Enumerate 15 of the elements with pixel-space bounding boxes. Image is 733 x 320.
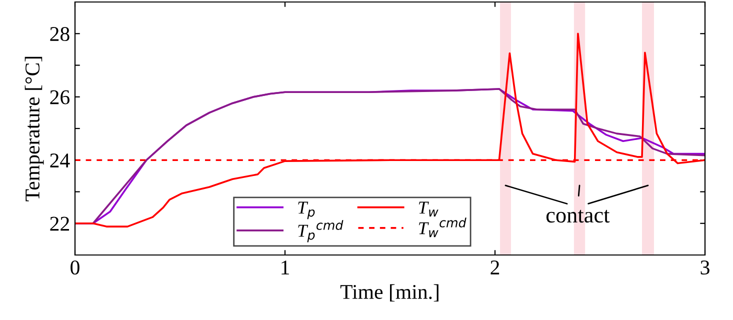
legend-label: T$_{w}$ xyxy=(419,202,438,217)
legend-label: T$_{p}$$^{cmd}$ xyxy=(298,220,344,242)
x-tick-label: 2 xyxy=(490,260,500,274)
y-tick-label: 28 xyxy=(50,27,70,42)
x-tick-label: 0 xyxy=(70,260,80,275)
legend-label: T$_{p}$ xyxy=(298,202,315,220)
x-tick-label: 3 xyxy=(700,260,710,275)
annotation: contact xyxy=(546,210,610,223)
x-axis-title: Time [min.] xyxy=(340,284,438,302)
legend-label: T$_{w}$$^{cmd}$ xyxy=(419,218,466,238)
y-axis-title: Temperature [°C] xyxy=(24,56,44,202)
y-tick-label: 22 xyxy=(50,216,69,231)
x-tick-label: 1 xyxy=(282,260,289,274)
y-tick-label: 24 xyxy=(50,154,70,168)
y-tick-label: 26 xyxy=(50,90,70,104)
